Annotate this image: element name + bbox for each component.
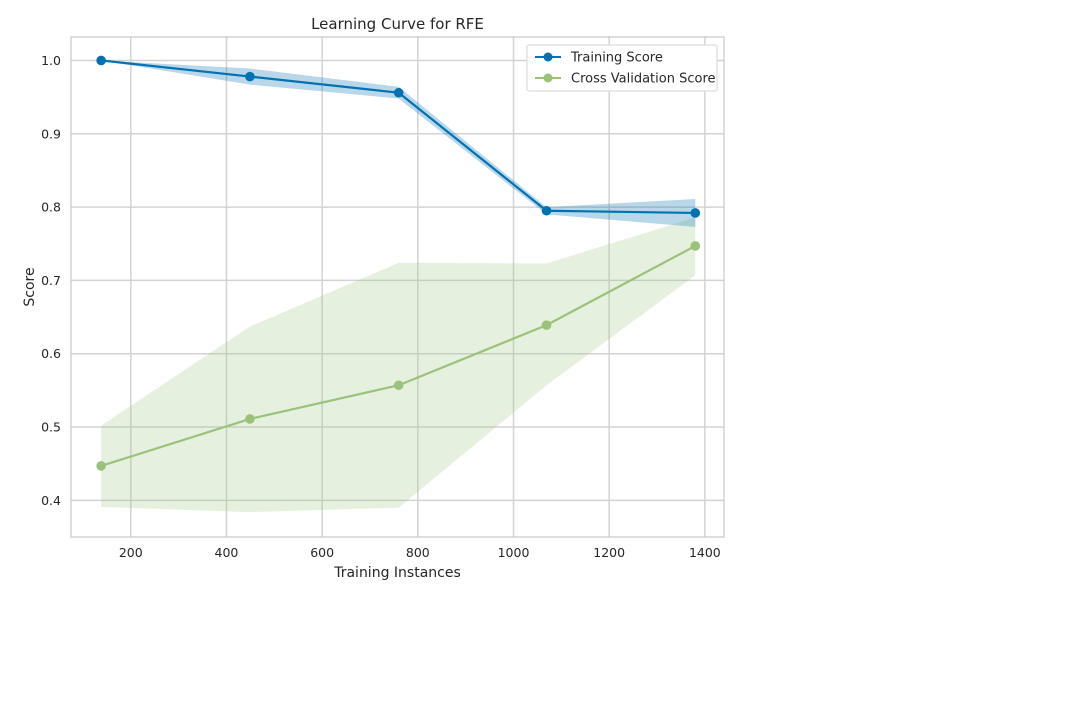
training-score-point: [541, 205, 552, 216]
x-tick-label: 200: [119, 545, 143, 560]
series-points: [96, 55, 701, 471]
y-tick-label: 0.6: [41, 346, 61, 361]
confidence-bands: [101, 60, 696, 513]
legend-label-cv: Cross Validation Score: [571, 72, 716, 87]
x-tick-label: 1200: [593, 545, 625, 560]
y-tick-label: 0.9: [41, 126, 61, 141]
x-axis-label: Training Instances: [333, 565, 461, 581]
cross-validation-score-band: [101, 217, 696, 513]
legend-swatch-training-marker: [543, 52, 553, 62]
y-tick-label: 0.8: [41, 200, 61, 215]
cross-validation-score-point: [541, 320, 552, 330]
x-tick-label: 400: [215, 545, 239, 560]
cross-validation-score-point: [245, 414, 255, 424]
y-tick-label: 1.0: [41, 53, 61, 68]
cross-validation-score-point: [96, 461, 106, 471]
training-score-point: [96, 55, 106, 66]
legend: Training Score Cross Validation Score: [526, 44, 718, 92]
tick-labels: 200 400 600 800 1000 1200 1400 0.4 0.5 0.6 0.7 0.8 0…: [41, 53, 721, 560]
y-tick-label: 0.5: [41, 420, 61, 435]
y-axis-label: Score: [22, 267, 38, 306]
y-tick-label: 0.7: [41, 273, 61, 288]
legend-label-training: Training Score: [570, 51, 663, 66]
x-tick-label: 1400: [689, 545, 721, 560]
x-tick-label: 600: [310, 545, 334, 560]
chart-title: Learning Curve for RFE: [311, 15, 484, 33]
plot-frame: [70, 36, 725, 538]
cross-validation-score-point: [393, 380, 404, 391]
training-score-point: [393, 87, 404, 98]
training-score-point: [690, 208, 701, 218]
y-tick-label: 0.4: [41, 493, 61, 508]
x-tick-label: 1000: [498, 545, 530, 560]
x-tick-label: 800: [406, 545, 430, 560]
legend-swatch-cv-marker: [543, 73, 553, 83]
cross-validation-score-point: [690, 241, 701, 251]
legend-box: [526, 44, 718, 92]
training-score-point: [245, 71, 255, 82]
